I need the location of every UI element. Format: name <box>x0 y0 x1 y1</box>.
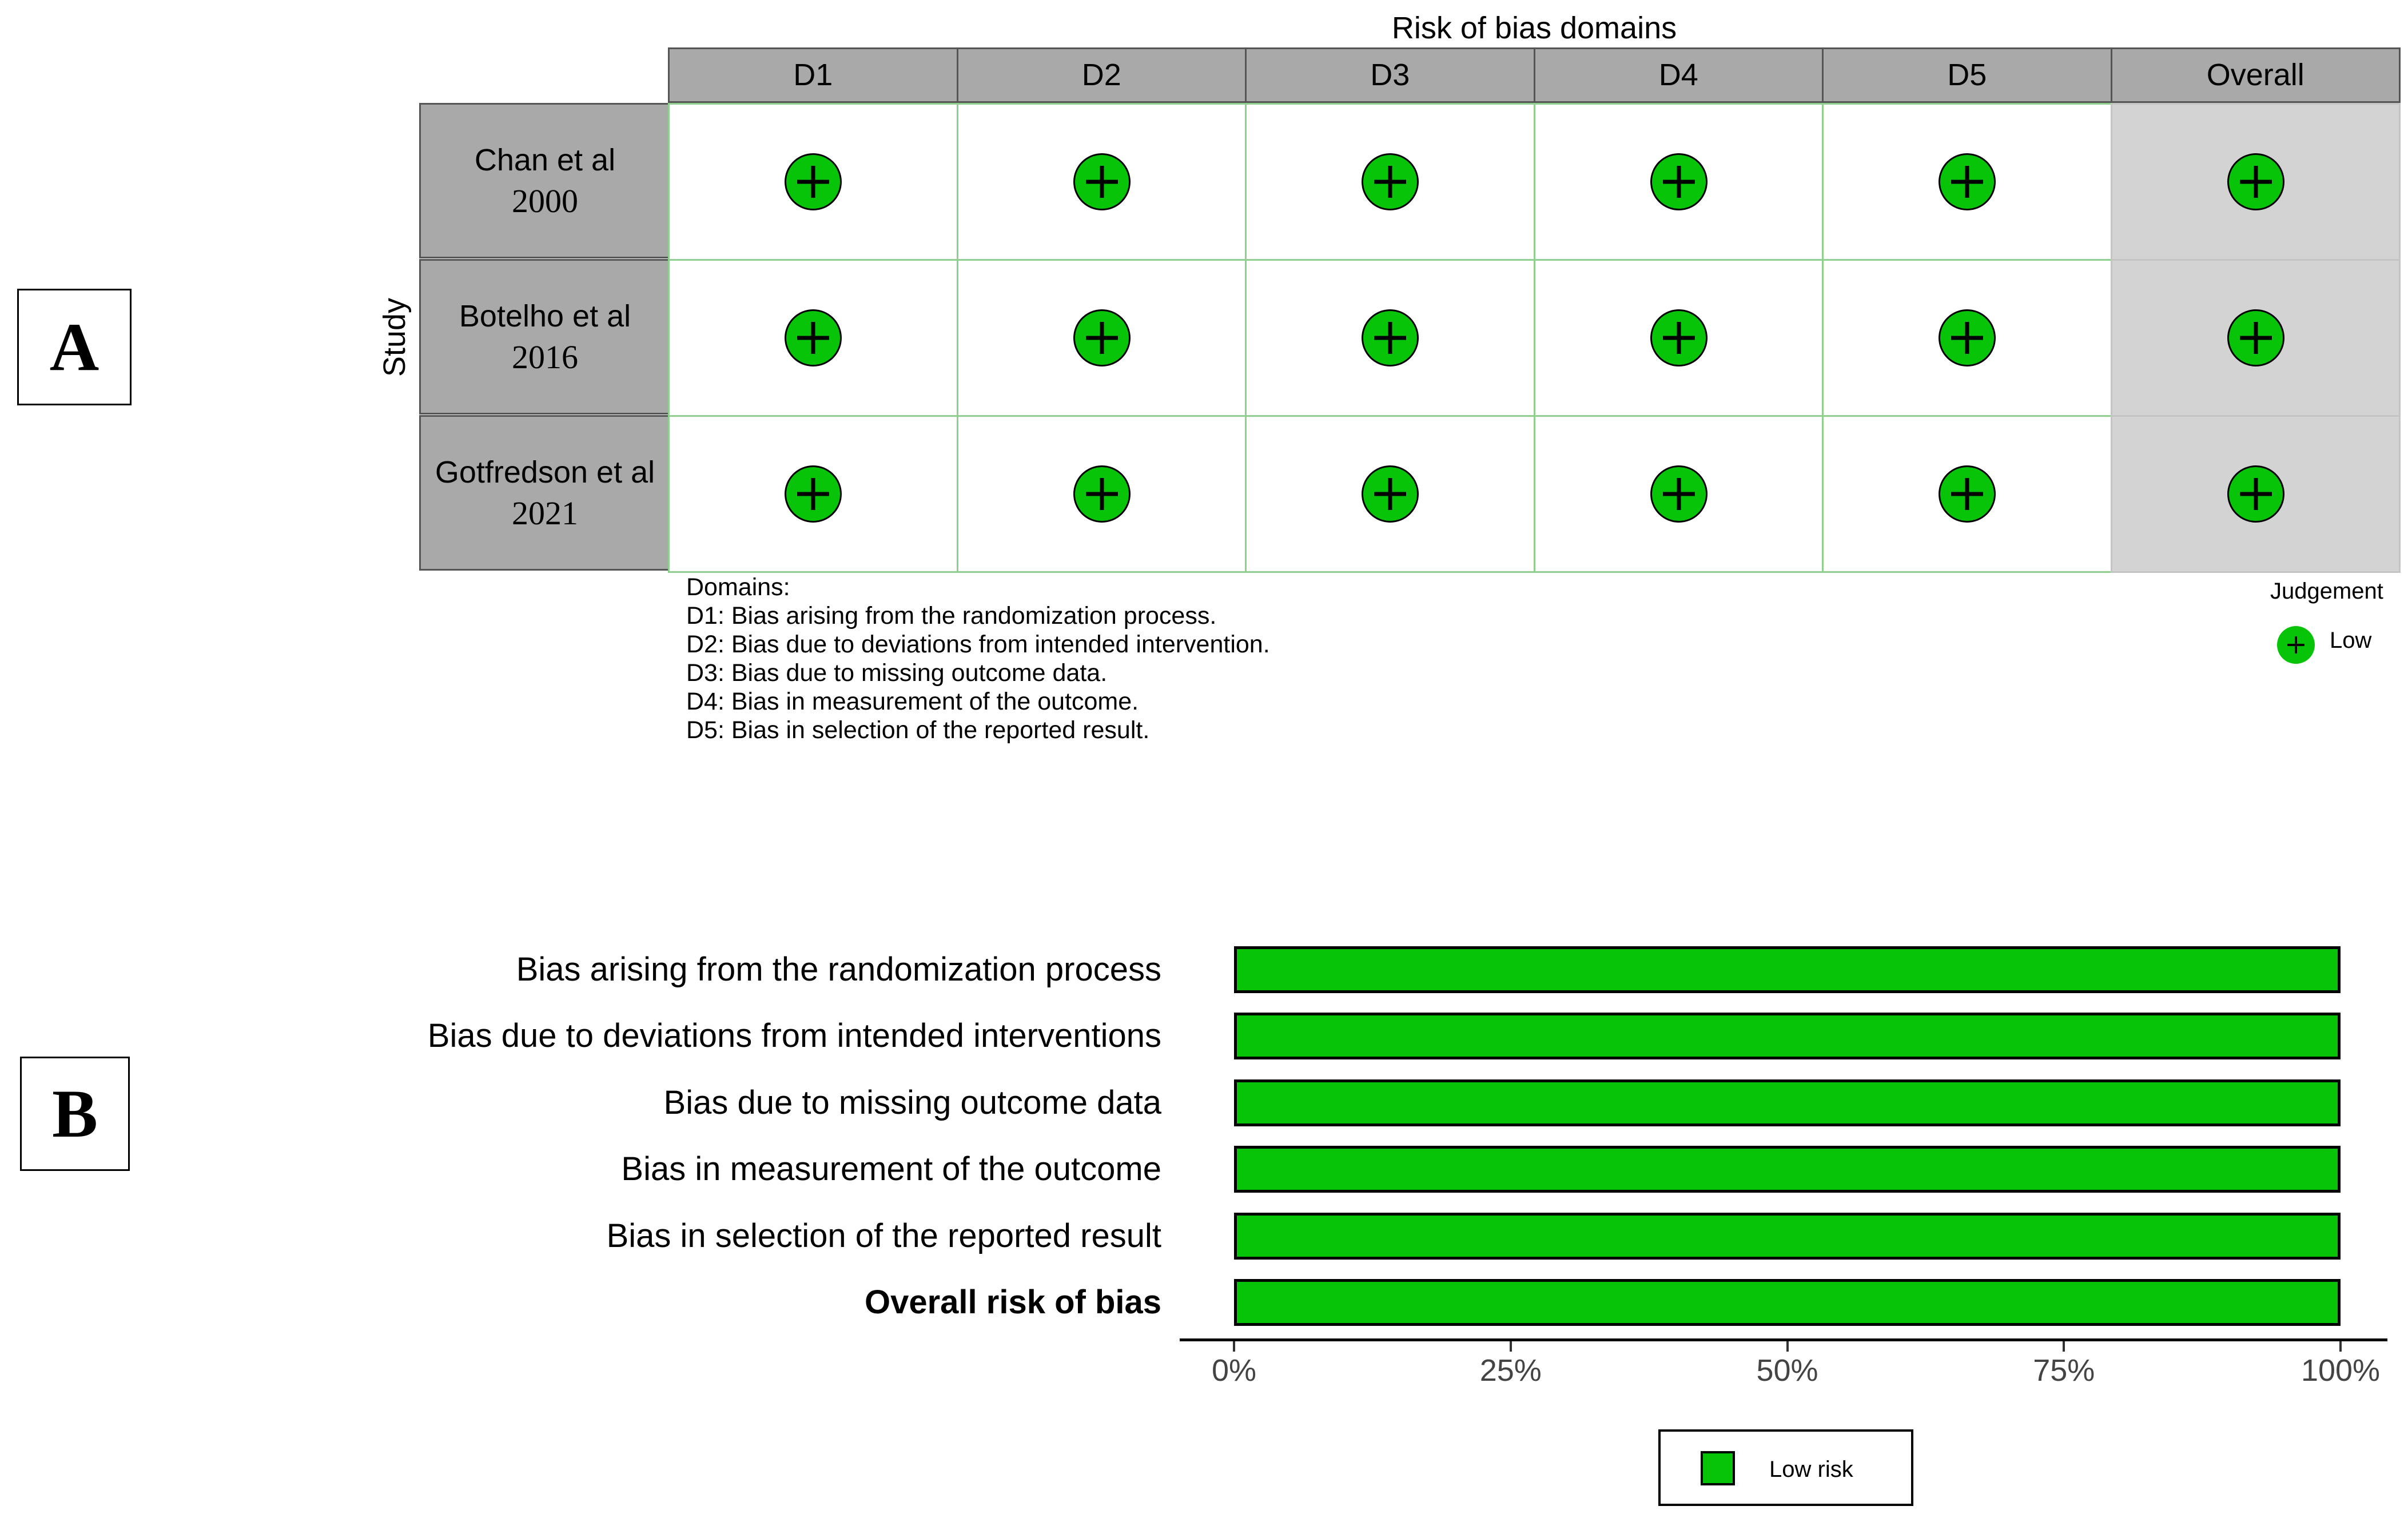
low-judgement-icon <box>1073 309 1131 366</box>
x-tick <box>2063 1341 2065 1352</box>
judgement-legend-label: Low <box>2330 628 2372 653</box>
x-tick-label: 100% <box>2300 1353 2381 1388</box>
low-judgement-icon <box>2227 153 2284 210</box>
low-judgement-icon <box>1073 465 1131 523</box>
panel-label-b: B <box>20 1057 130 1171</box>
bar-label: Bias due to missing outcome data <box>663 1083 1161 1121</box>
low-judgement-icon <box>1650 465 1708 523</box>
panel-label-a: A <box>17 289 132 405</box>
x-tick <box>1233 1341 1235 1352</box>
low-judgement-icon <box>1939 153 1996 210</box>
column-header-d5: D5 <box>1822 47 2112 103</box>
column-header-d3: D3 <box>1245 47 1535 103</box>
low-judgement-icon <box>1650 309 1708 366</box>
bar <box>1234 1212 2341 1260</box>
x-tick-label: 25% <box>1479 1353 1542 1388</box>
x-tick <box>1509 1341 1512 1352</box>
column-header-overall: Overall <box>2110 47 2401 103</box>
low-judgement-icon <box>785 309 842 366</box>
low-judgement-icon <box>1939 465 1996 523</box>
x-tick-label: 0% <box>1211 1353 1257 1388</box>
x-tick <box>2339 1341 2342 1352</box>
study-name: Gotfredson et al <box>435 455 655 489</box>
bar <box>1234 1013 2341 1060</box>
x-tick <box>1786 1341 1789 1352</box>
low-judgement-icon <box>785 153 842 210</box>
low-judgement-icon <box>2227 309 2284 366</box>
legend-label: Low risk <box>1769 1457 1853 1482</box>
column-header-d4: D4 <box>1533 47 1824 103</box>
legend-swatch <box>1701 1451 1735 1485</box>
bar-label: Bias in selection of the reported result <box>606 1217 1161 1254</box>
domains-legend-line: D4: Bias in measurement of the outcome. <box>686 688 1139 715</box>
low-judgement-icon <box>1362 465 1419 523</box>
domains-legend-line: D1: Bias arising from the randomization … <box>686 602 1217 629</box>
low-judgement-icon <box>2277 626 2315 664</box>
bar-label: Bias in measurement of the outcome <box>621 1150 1161 1188</box>
domains-legend-line: D2: Bias due to deviations from intended… <box>686 631 1270 658</box>
row-header: Botelho et al 2016 <box>419 259 671 415</box>
judgement-legend-title: Judgement <box>2270 579 2383 604</box>
x-tick-label: 75% <box>2033 1353 2095 1388</box>
low-judgement-icon <box>1939 309 1996 366</box>
study-year: 2021 <box>512 495 578 532</box>
y-axis-label-text: Study <box>377 297 412 377</box>
low-judgement-icon <box>1362 153 1419 210</box>
domains-legend-line: Domains: <box>686 573 790 601</box>
bar <box>1234 1079 2341 1126</box>
bar <box>1234 1279 2341 1326</box>
row-header: Chan et al 2000 <box>419 103 671 258</box>
study-name: Chan et al <box>474 143 616 177</box>
bar-label: Bias arising from the randomization proc… <box>516 951 1161 988</box>
x-tick-label: 50% <box>1756 1353 1818 1388</box>
column-header-d1: D1 <box>668 47 958 103</box>
domains-legend-line: D3: Bias due to missing outcome data. <box>686 659 1108 687</box>
row-header: Gotfredson et al 2021 <box>419 415 671 571</box>
study-name: Botelho et al <box>459 299 631 333</box>
low-judgement-icon <box>1362 309 1419 366</box>
chart-title: Risk of bias domains <box>1391 11 1677 45</box>
study-year: 2016 <box>512 338 578 376</box>
low-judgement-icon <box>785 465 842 523</box>
bar-label: Bias due to deviations from intended int… <box>427 1017 1161 1055</box>
bar-label: Overall risk of bias <box>864 1284 1161 1321</box>
study-year: 2000 <box>512 182 578 220</box>
domains-legend: Domains: D1: Bias arising from the random… <box>686 573 1270 744</box>
low-judgement-icon <box>1650 153 1708 210</box>
bar-legend: Low risk <box>1658 1429 1913 1506</box>
column-header-d2: D2 <box>956 47 1247 103</box>
domains-legend-line: D5: Bias in selection of the reported re… <box>686 716 1150 744</box>
low-judgement-icon <box>2227 465 2284 523</box>
low-judgement-icon <box>1073 153 1131 210</box>
bar <box>1234 946 2341 993</box>
bar <box>1234 1146 2341 1193</box>
judgement-cell <box>956 103 1247 261</box>
x-axis-line <box>1180 1338 2387 1341</box>
